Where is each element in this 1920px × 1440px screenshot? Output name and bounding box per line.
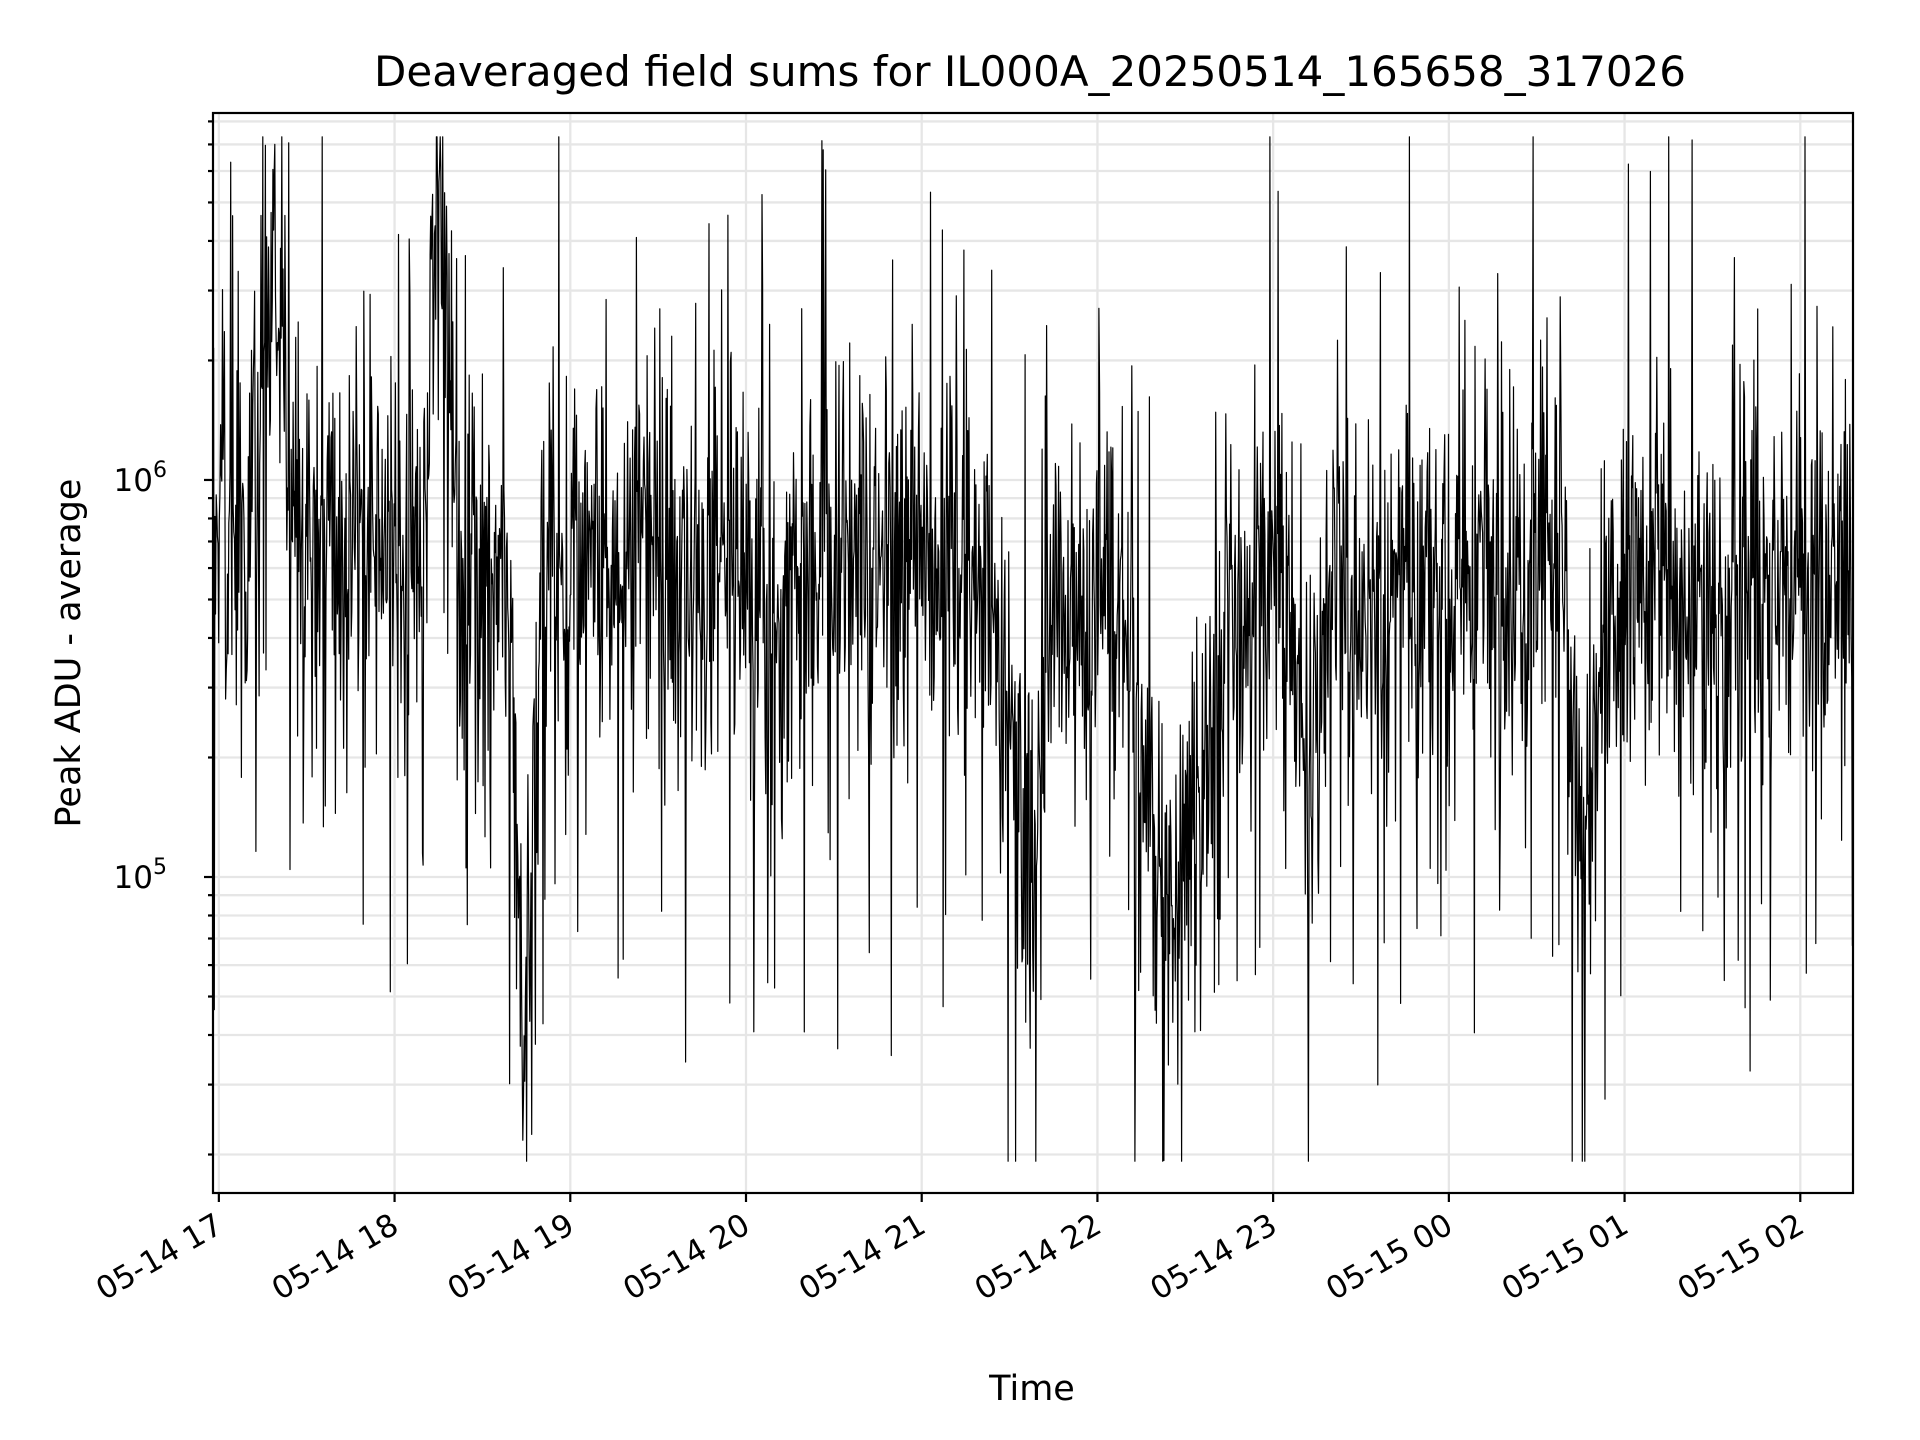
x-tick-label: 05-15 02 xyxy=(1672,1207,1811,1308)
series-line xyxy=(212,136,1854,1162)
x-axis-label: Time xyxy=(988,1369,1075,1409)
chart-title: Deaveraged field sums for IL000A_2025051… xyxy=(374,47,1686,96)
x-tick-label: 05-14 23 xyxy=(1144,1207,1283,1308)
grid xyxy=(213,113,1853,1193)
x-tick-label: 05-14 21 xyxy=(793,1207,932,1308)
x-tick-label: 05-14 17 xyxy=(90,1207,229,1308)
x-tick-label: 05-15 00 xyxy=(1320,1207,1459,1308)
y-tick-label: 105 xyxy=(114,855,167,896)
y-axis-label: Peak ADU - average xyxy=(49,479,89,828)
y-tick-label: 106 xyxy=(114,458,167,499)
plot-frame xyxy=(211,111,1855,1195)
x-axis-ticks: 05-14 17 05-14 18 05-14 19 05-14 20 05-14 21… xyxy=(90,1193,1810,1308)
x-tick-label: 05-14 18 xyxy=(266,1207,405,1308)
x-tick-label: 05-15 01 xyxy=(1496,1207,1635,1308)
y-axis-ticks: 105 106 xyxy=(114,120,213,1156)
x-tick-label: 05-14 22 xyxy=(969,1207,1108,1308)
data-series xyxy=(212,136,1854,1162)
x-tick-label: 05-14 19 xyxy=(442,1207,581,1308)
x-tick-label: 05-14 20 xyxy=(617,1207,756,1308)
